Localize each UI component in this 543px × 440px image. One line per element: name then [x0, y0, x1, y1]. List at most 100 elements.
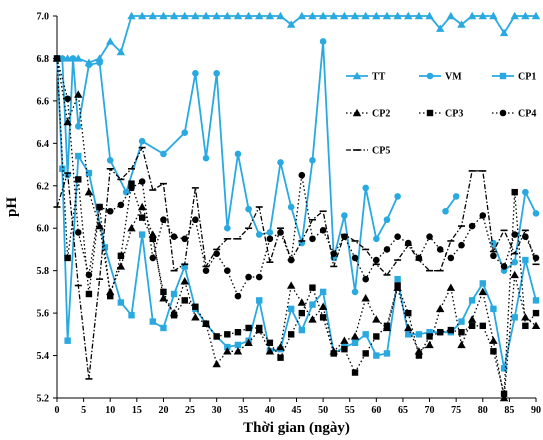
y-tick-label: 5.4	[37, 351, 50, 362]
point-vm	[341, 212, 348, 219]
point-cp3	[437, 329, 444, 336]
point-tt	[489, 11, 498, 20]
point-cp1	[532, 297, 540, 304]
legend-label-vm: VM	[445, 72, 462, 83]
point-cp1	[101, 244, 109, 251]
legend-marker-cp3	[426, 109, 434, 117]
point-cp3	[330, 350, 337, 357]
point-tt	[457, 20, 466, 28]
point-tt	[478, 11, 487, 20]
point-vm	[319, 38, 327, 45]
point-cp4	[426, 233, 433, 241]
point-vm	[138, 137, 146, 145]
point-cp1	[75, 152, 82, 160]
point-cp2	[84, 187, 94, 196]
point-cp4	[53, 55, 61, 62]
point-cp4	[319, 227, 327, 234]
point-cp3	[287, 331, 295, 338]
point-cp1	[362, 331, 369, 338]
point-cp3	[319, 314, 327, 321]
point-cp2	[191, 313, 200, 321]
point-cp4	[266, 235, 274, 243]
point-cp3	[138, 214, 146, 221]
point-cp3	[181, 297, 188, 304]
point-tt	[286, 20, 296, 28]
x-axis-label: Thời gian (ngày)	[243, 420, 350, 436]
point-cp2	[233, 347, 243, 355]
point-tt	[233, 11, 243, 20]
point-tt	[404, 11, 413, 20]
point-cp2	[276, 342, 285, 351]
point-cp2	[457, 340, 466, 349]
point-tt	[255, 11, 264, 20]
x-tick-label: 80	[478, 405, 488, 416]
x-tick-label: 15	[132, 405, 142, 416]
point-cp3	[298, 309, 306, 317]
point-cp2	[499, 393, 509, 402]
point-vm	[69, 55, 77, 62]
series-line-cp5	[56, 146, 537, 380]
point-cp2	[510, 270, 519, 279]
point-cp3	[213, 333, 220, 340]
point-cp3	[394, 282, 401, 289]
point-cp1	[511, 314, 518, 321]
point-cp1	[149, 318, 156, 325]
point-tt	[340, 11, 349, 20]
point-vm	[96, 59, 103, 66]
point-vm	[383, 216, 391, 224]
point-cp2	[137, 202, 147, 211]
x-tick-label: 75	[451, 405, 461, 416]
point-cp4	[181, 235, 189, 243]
point-cp1	[405, 331, 412, 338]
point-cp4	[500, 263, 508, 270]
point-tt	[180, 11, 189, 20]
point-vm	[59, 55, 66, 62]
point-vm	[74, 123, 82, 130]
series-cp5	[53, 146, 540, 380]
point-cp3	[309, 284, 316, 291]
point-tt	[63, 54, 72, 62]
point-cp4	[490, 252, 497, 260]
point-tt	[137, 11, 147, 20]
point-cp1	[309, 301, 316, 308]
point-vm	[213, 70, 220, 77]
point-cp1	[415, 331, 423, 338]
point-cp1	[160, 324, 167, 332]
point-cp3	[245, 324, 252, 332]
point-vm	[362, 184, 369, 192]
point-tt	[521, 11, 530, 20]
point-cp3	[149, 235, 156, 243]
point-cp3	[192, 303, 199, 310]
point-cp3	[426, 333, 433, 340]
point-vm	[373, 235, 380, 243]
point-cp4	[96, 203, 103, 211]
point-tt	[74, 54, 83, 62]
point-tt	[329, 11, 338, 20]
point-cp1	[138, 231, 146, 238]
point-vm	[287, 203, 295, 211]
point-cp4	[213, 250, 220, 257]
point-tt	[116, 47, 126, 56]
point-tt	[159, 11, 168, 20]
point-cp1	[234, 341, 242, 349]
point-cp2	[489, 336, 498, 344]
point-vm	[106, 157, 114, 164]
point-cp4	[224, 267, 231, 274]
point-vm	[532, 210, 540, 217]
point-cp2	[467, 315, 477, 323]
x-tick-label: 45	[292, 405, 302, 416]
point-cp1	[373, 352, 380, 359]
point-tt	[393, 11, 402, 20]
point-cp3	[234, 329, 242, 336]
legend-marker-cp4	[499, 109, 507, 117]
point-tt	[223, 11, 232, 20]
x-tick-label: 25	[185, 405, 195, 416]
x-tick-label: 60	[371, 405, 381, 416]
point-tt	[191, 11, 200, 20]
series-line-cp2	[56, 58, 537, 399]
legend-label-cp1: CP1	[518, 72, 536, 83]
point-tt	[308, 11, 317, 20]
point-cp3	[532, 309, 540, 317]
point-vm	[511, 258, 519, 266]
